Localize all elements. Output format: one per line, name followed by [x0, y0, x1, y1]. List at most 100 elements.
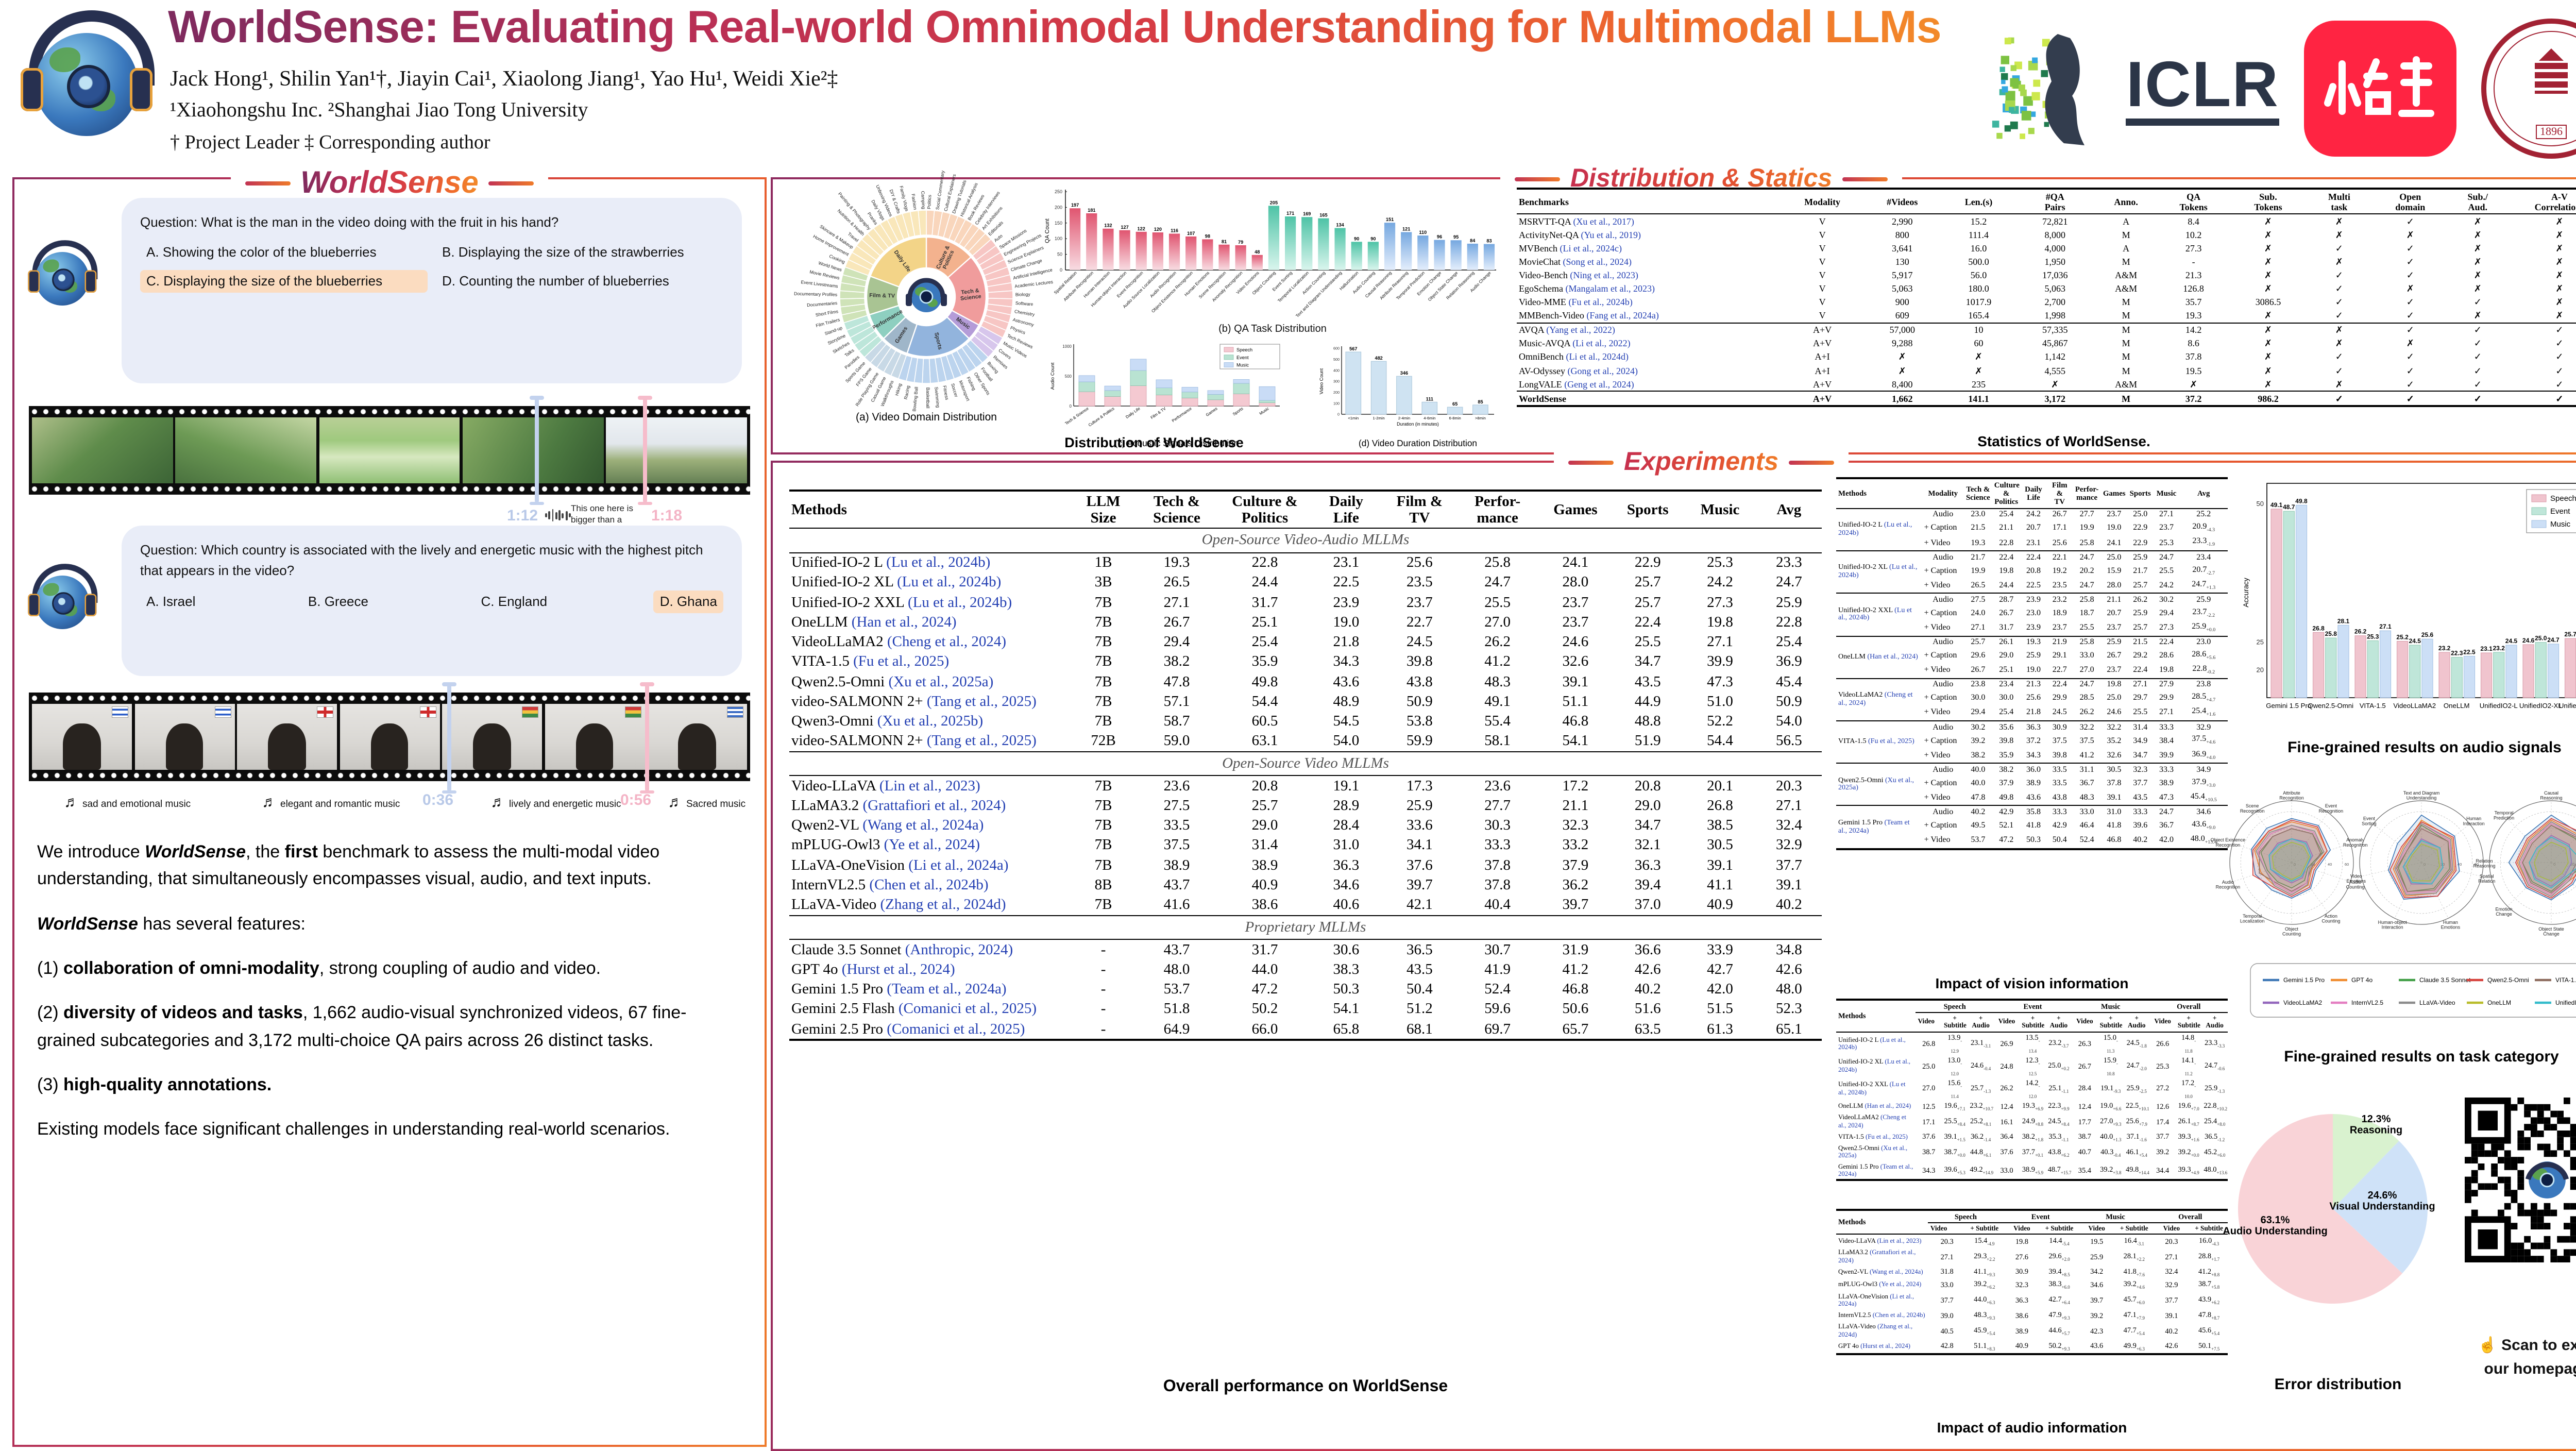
bar-value: 116: [1171, 228, 1178, 233]
score-cell: 23.7: [1406, 594, 1433, 611]
score-cell: 28.1+2.2: [2123, 1252, 2145, 1262]
stats-cell: 235: [1971, 379, 1986, 390]
score-cell: 46.8: [2107, 835, 2122, 845]
score-cell: 30.9: [2015, 1268, 2028, 1276]
span: (Chen et al., 2024b): [869, 876, 989, 893]
y-axis-label: Video Count: [1319, 368, 1324, 394]
span: WorldSense: [230, 165, 549, 201]
thead: Methods Speech Event Music Overall Video + Sub…: [1836, 1210, 2228, 1235]
qr-module: [2524, 1110, 2531, 1118]
score-cell: 45.9+5.4: [1974, 1326, 1995, 1336]
score-cell: 25.8: [2079, 537, 2094, 547]
music-caption-4: ♬ Sacred music: [668, 794, 745, 811]
qr-module: [2504, 1163, 2511, 1170]
score-cell: 25.7-1.3: [1970, 1084, 1991, 1094]
audio-row: OneLLM (Han et al., 2024) 12.5 19.6+7.1 23.…: [1836, 1100, 2228, 1113]
score-cell: 17.2-10.0: [2181, 1079, 2196, 1099]
country-flag-gr: [727, 707, 743, 717]
x-label: <1min: [1348, 416, 1359, 420]
tspan: Text and Diagram: [2403, 790, 2440, 796]
score-cell: 27.3: [1707, 594, 1733, 611]
qr-module: [2491, 1150, 2498, 1157]
tbody: MSRVTT-QA (Xu et al., 2017) V 2,990 15.2 72,…: [1517, 214, 2576, 407]
poster-title: WorldSense: Evaluating Real-world Omnimo…: [168, 2, 1942, 53]
stats-row: MovieChat (Song et al., 2024) V 130 500.0 1,…: [1517, 255, 2576, 268]
score-cell: 25.0: [2101, 550, 2127, 564]
i: [545, 513, 547, 517]
modality-cell: Audio: [1922, 763, 1964, 777]
score-cell: 52.2: [1707, 713, 1733, 730]
video-frame: [647, 704, 747, 770]
score-cell: 40.9: [1707, 897, 1733, 914]
benchmark-name: Video-MME (Fu et al., 2024b): [1519, 297, 1633, 308]
stats-cell: 15.2: [1970, 216, 1987, 227]
qr-module: [2557, 1137, 2564, 1144]
score-cell: 38.7: [1922, 1148, 1936, 1157]
sub-header-row: Video + Subtitle + Audio Video + Subtitle + A…: [1836, 1013, 2228, 1033]
qr-module: [2504, 1183, 2511, 1190]
score-cell: 50.4: [2052, 835, 2067, 845]
rect: [2266, 483, 2576, 698]
score-cell: 23.6: [1484, 778, 1511, 795]
score-cell: 36.3: [1634, 857, 1661, 874]
score-cell: 20.8: [1251, 778, 1278, 795]
pixel: [2010, 78, 2019, 87]
i: [558, 510, 561, 520]
stats-cell: 21.3: [2185, 269, 2202, 280]
video-frame: [340, 704, 439, 770]
b: WorldSense: [145, 842, 246, 862]
sunburst-sub-label: Fashion: [910, 193, 918, 210]
score-cell: 48.7+15.7: [2047, 1165, 2072, 1175]
qr-module: [2557, 1131, 2564, 1137]
sunburst-sub-Camping: [918, 210, 927, 236]
bar-label: Anomaly Recognition: [1211, 270, 1244, 302]
sub-header: + Subtitle: [2097, 1013, 2124, 1033]
score-cell: 26.7: [1999, 608, 2014, 617]
tspan: 12.3%: [2362, 1113, 2391, 1125]
radar-axis-label: Video Emotions: [2346, 873, 2366, 884]
stats-cell: ✗: [2335, 338, 2343, 349]
bar-value: 25.8: [2325, 630, 2337, 637]
stats-cell: A+I: [1815, 351, 1830, 362]
benchmark-name: WorldSense: [1517, 391, 1784, 407]
legend-label: LLaVA-Video: [2419, 999, 2455, 1006]
score-cell: 50.2+9.3: [2048, 1341, 2070, 1352]
sub: +8.4: [2061, 1121, 2070, 1127]
span: (Comanici et al., 2025): [887, 1021, 1025, 1038]
stats-cell: A+V: [1812, 338, 1832, 349]
section-label: Open-Source Video MLLMs: [789, 751, 1822, 777]
score-cell: 40.5: [1940, 1327, 1954, 1336]
legend-label: Qwen2.5-Omni: [2487, 976, 2529, 984]
score-cell: 25.1: [1999, 665, 2014, 674]
tspan: Interaction: [2463, 821, 2485, 826]
i: [562, 513, 564, 518]
model-name: Gemini 2.5 Flash (Comanici et al., 2025): [791, 1001, 1037, 1018]
tspan: Anomaly: [2346, 837, 2365, 842]
score-cell: 24.7: [2079, 580, 2094, 589]
experiments-panel: Experiments Methods LLM Size Tech & Scienc…: [771, 447, 2576, 1451]
qr-module: [2550, 1110, 2557, 1118]
div: [84, 594, 97, 616]
sub: +4.6: [2136, 1285, 2145, 1290]
qr-module: [2471, 1190, 2478, 1196]
qr-module: [2524, 1209, 2531, 1217]
sub: +4.7: [2206, 698, 2216, 704]
score-cell: 52.4: [2079, 835, 2094, 845]
span: (Lu et al., 2024b): [886, 554, 991, 571]
score-cell: 23.2+10.7: [1970, 1101, 1994, 1111]
score-cell: 27.7: [1484, 798, 1511, 815]
score-cell: 39.1: [1707, 857, 1733, 874]
score-cell: 53.7: [1163, 981, 1190, 998]
country-flag-en: [317, 707, 333, 717]
radar-axis-label: Audio Counting: [2346, 880, 2365, 890]
radar-axis-label: Action Counting: [2321, 914, 2340, 924]
score-cell: 30.0: [1999, 693, 2014, 702]
score-cell: 44.9: [1634, 693, 1661, 710]
stats-cell: 57,335: [2014, 322, 2096, 337]
score-cell: 37.7: [2133, 778, 2148, 787]
path: [2365, 91, 2391, 115]
stats-cell: A+V: [1783, 322, 1861, 337]
qr-module: [2524, 1124, 2531, 1131]
score-cell: 27.5: [1963, 593, 1992, 606]
